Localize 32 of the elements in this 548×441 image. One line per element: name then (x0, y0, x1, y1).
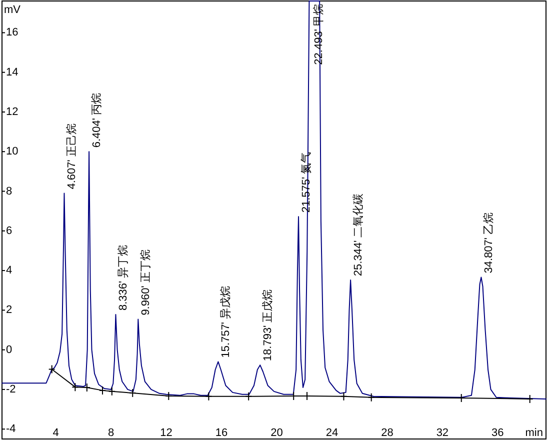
annotation: 21.575' 氮气 (300, 152, 313, 213)
annotation: 6.404' 丙烷 (90, 92, 104, 148)
y-tick-label: 2 (6, 304, 12, 316)
x-tick-label: 28 (381, 427, 394, 439)
y-tick-label: 0 (6, 344, 12, 356)
x-tick-label: 4 (52, 427, 59, 439)
annotation: 9.960' 正丁烷 (139, 250, 152, 316)
annotation: 34.807' 乙烷 (482, 212, 496, 274)
y-tick-label: 6 (6, 224, 12, 237)
annotation: 4.607' 正己烷 (65, 124, 78, 190)
y-tick-label: 4 (6, 264, 12, 277)
y-tick-label: -2 (6, 383, 16, 396)
y-tick-label: 8 (6, 185, 12, 198)
x-tick-label: 24 (326, 427, 338, 439)
annotation: 15.757' 异戊烷 (219, 286, 232, 358)
x-axis-title: min (525, 427, 543, 439)
annotation: 25.344' 二氧化碳 (352, 193, 365, 276)
x-tick-label: 16 (215, 427, 228, 439)
y-axis-title: mV (4, 4, 22, 16)
annotation: 22.493' 甲烷 (312, 4, 326, 65)
y-tick-label: 14 (6, 66, 18, 78)
annotation: 8.336' 异丁烷 (116, 244, 130, 311)
x-tick-label: 8 (108, 427, 114, 439)
y-tick-label: -4 (6, 423, 16, 436)
x-tick-label: 36 (492, 427, 504, 439)
y-tick-label: 10 (6, 146, 18, 158)
annotation: 18.793' 正戊烷 (261, 289, 274, 362)
x-tick-label: 12 (160, 427, 172, 439)
y-tick-label: 12 (6, 106, 18, 118)
y-tick-label: 16 (6, 26, 18, 39)
x-tick-label: 20 (270, 427, 283, 439)
x-tick-label: 32 (436, 427, 449, 439)
